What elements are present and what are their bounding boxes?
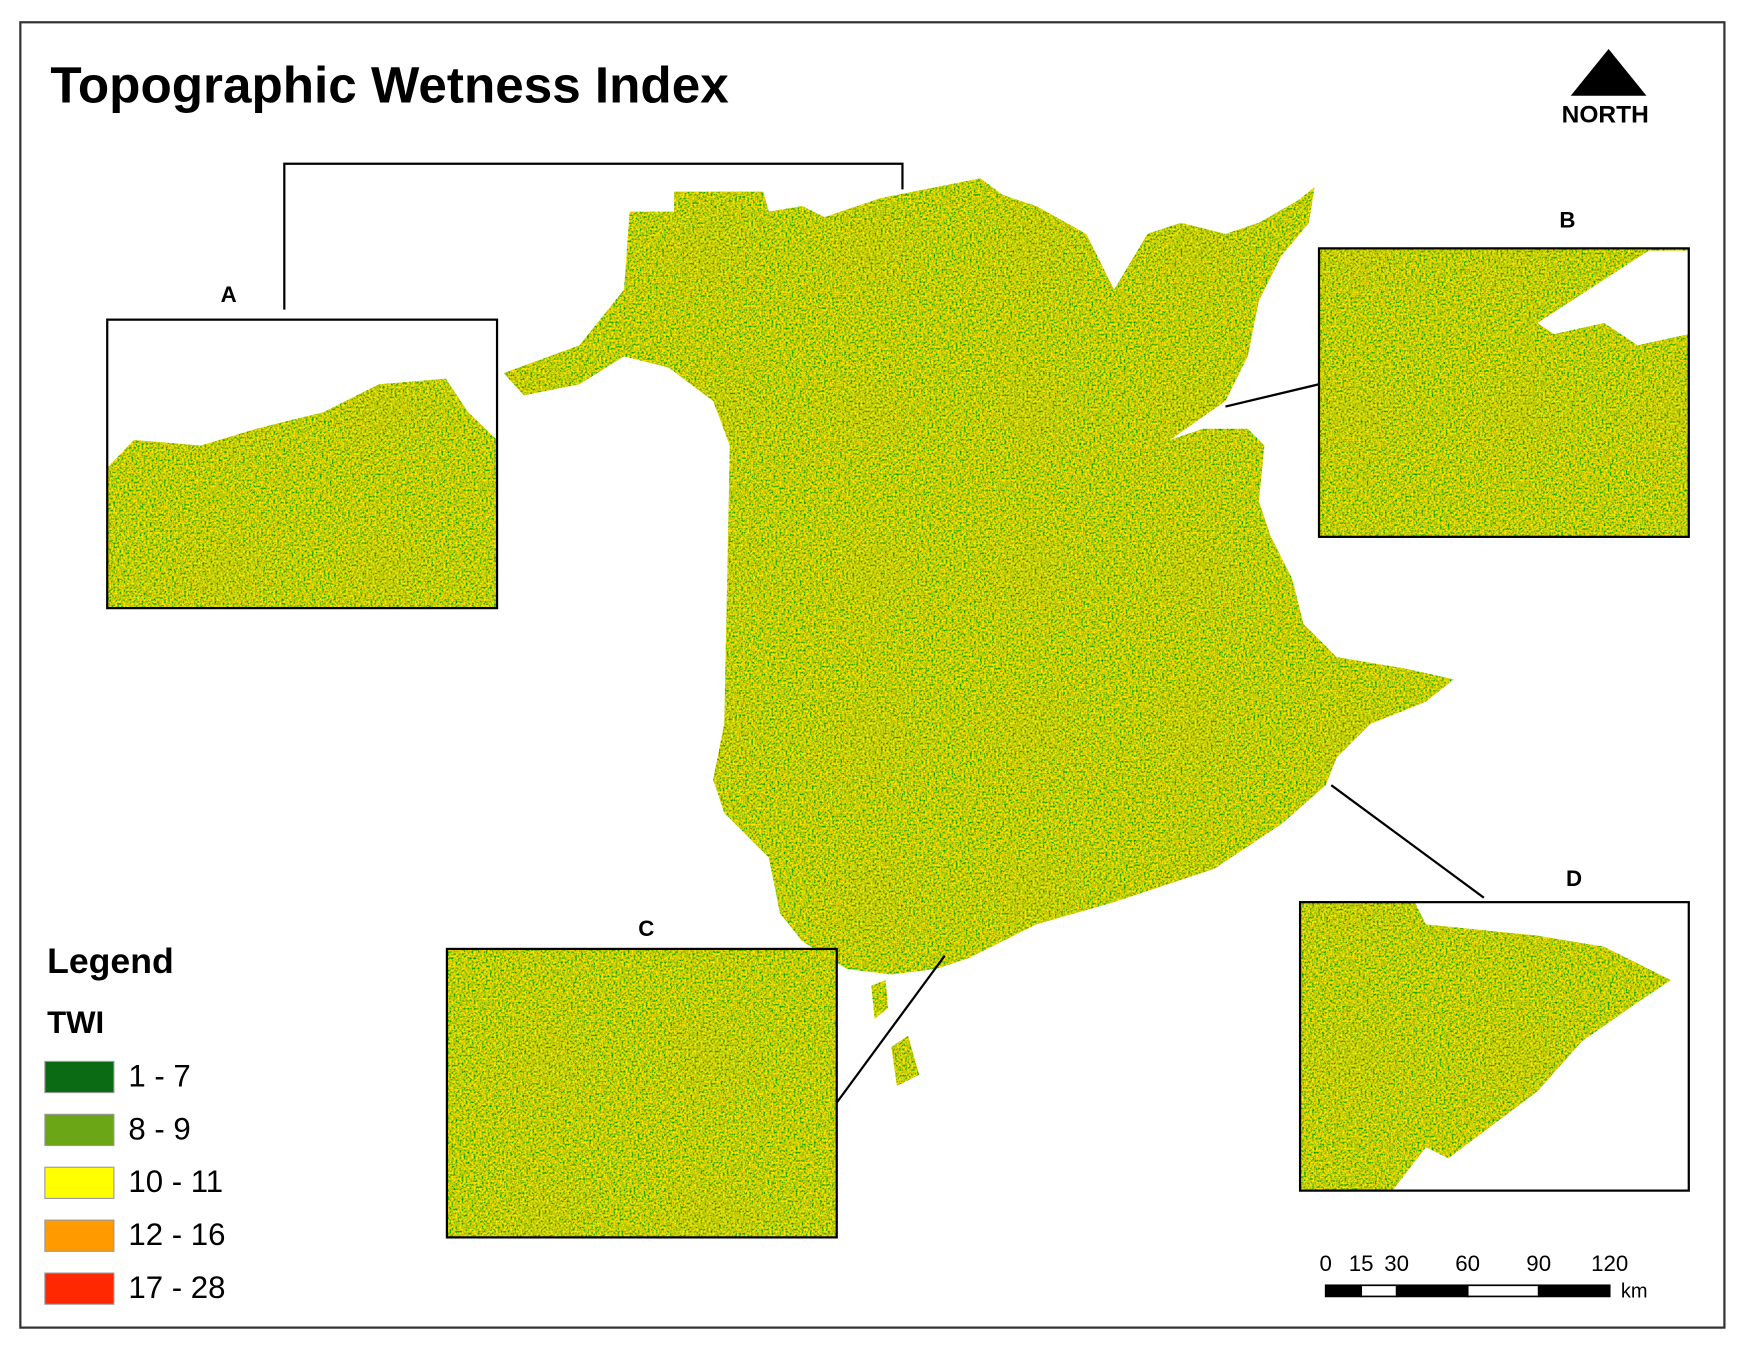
scale-segment [1360, 1284, 1398, 1298]
inset-label: D [1566, 866, 1582, 891]
inset-label: A [221, 282, 237, 307]
legend-subtitle: TWI [47, 1005, 104, 1040]
legend-swatch [44, 1219, 115, 1252]
scale-tick-label: 60 [1455, 1251, 1480, 1276]
scale-tick-label: 15 [1349, 1251, 1374, 1276]
scale-tick-label: 120 [1591, 1251, 1628, 1276]
legend-label: 10 - 11 [128, 1164, 223, 1199]
legend-swatch [44, 1113, 115, 1147]
legend-swatch [44, 1272, 115, 1305]
legend-title: Legend [47, 941, 174, 981]
inset-b [1317, 247, 1690, 538]
scale-tick-label: 30 [1384, 1251, 1409, 1276]
inset-label: C [638, 916, 654, 941]
inset-a [106, 318, 499, 610]
inset-label: B [1559, 208, 1575, 233]
scale-tick-label: 90 [1526, 1251, 1551, 1276]
province [503, 178, 1454, 1086]
inset-d [1298, 901, 1690, 1192]
north-label: NORTH [1562, 101, 1649, 128]
scale-segment [1324, 1284, 1363, 1298]
legend-label: 12 - 16 [128, 1217, 225, 1252]
legend-label: 8 - 9 [128, 1111, 190, 1146]
legend: 1 - 7 8 - 9 10 - 11 12 - 16 17 - 28 [44, 1058, 225, 1305]
scale-unit: km [1621, 1280, 1648, 1302]
scale-segment [1537, 1284, 1611, 1298]
inset-c [445, 947, 838, 1239]
scale-tick-label: 0 [1319, 1251, 1331, 1276]
north-arrow [1570, 49, 1647, 96]
legend-label: 17 - 28 [128, 1270, 225, 1305]
legend-swatch [44, 1060, 115, 1094]
inset-connectors [283, 162, 1485, 1104]
map-title: Topographic Wetness Index [50, 57, 729, 114]
legend-label: 1 - 7 [128, 1058, 190, 1093]
scale-bar: 0 15 30 60 90 120 km [1319, 1251, 1647, 1302]
legend-swatch [44, 1166, 115, 1199]
scale-segment [1466, 1284, 1540, 1298]
scale-segment [1395, 1284, 1469, 1298]
